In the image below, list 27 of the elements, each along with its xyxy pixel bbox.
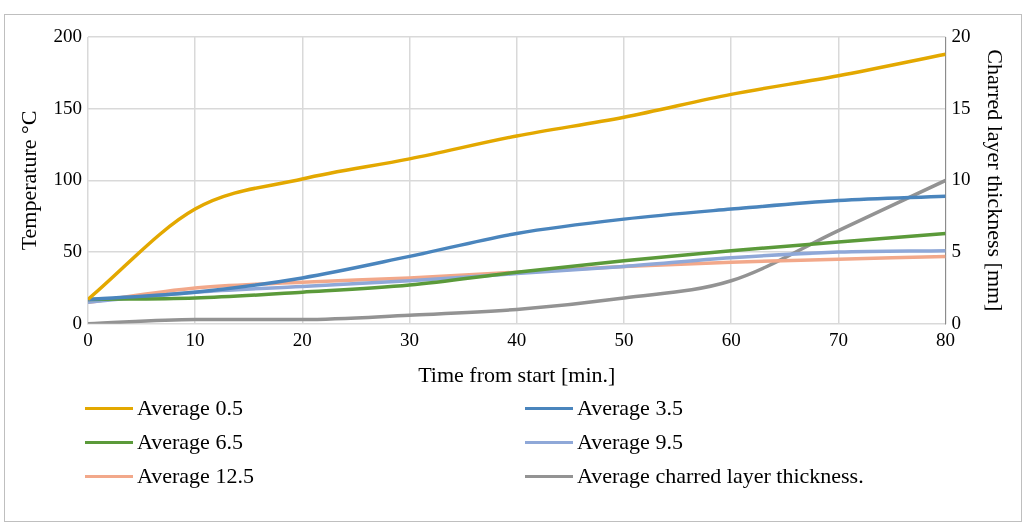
legend-label: Average 12.5 <box>137 463 254 489</box>
y2-tick-label: 20 <box>951 24 971 46</box>
y2-tick-label: 15 <box>951 96 971 118</box>
legend-label: Average 6.5 <box>137 429 243 455</box>
y-tick-label: 100 <box>53 168 82 190</box>
legend-label: Average charred layer thickness. <box>577 463 864 489</box>
legend-label: Average 3.5 <box>577 395 683 421</box>
x-tick-label: 50 <box>614 329 634 351</box>
x-tick-label: 60 <box>721 329 741 351</box>
y-axis-title: Temperature °C <box>15 110 41 251</box>
y2-axis-title: Charred layer thickness [mm] <box>983 49 1009 312</box>
x-tick-label: 20 <box>292 329 312 351</box>
line-series <box>87 52 946 302</box>
y-tick-label: 150 <box>53 96 82 118</box>
y-tick-label: 0 <box>72 311 82 333</box>
y2-tick-label: 10 <box>951 168 971 190</box>
x-tick-label: 70 <box>828 329 848 351</box>
legend-label: Average 9.5 <box>577 429 683 455</box>
x-tick-label: 30 <box>400 329 420 351</box>
legend-label: Average 0.5 <box>137 395 243 421</box>
y-tick-label: 50 <box>62 240 82 262</box>
x-tick-label: 40 <box>507 329 527 351</box>
x-tick-label: 10 <box>185 329 205 351</box>
line-series <box>87 194 946 302</box>
x-axis-title: Time from start [min.] <box>418 361 616 387</box>
y2-tick-label: 5 <box>951 240 962 262</box>
y-tick-label: 200 <box>53 24 82 46</box>
